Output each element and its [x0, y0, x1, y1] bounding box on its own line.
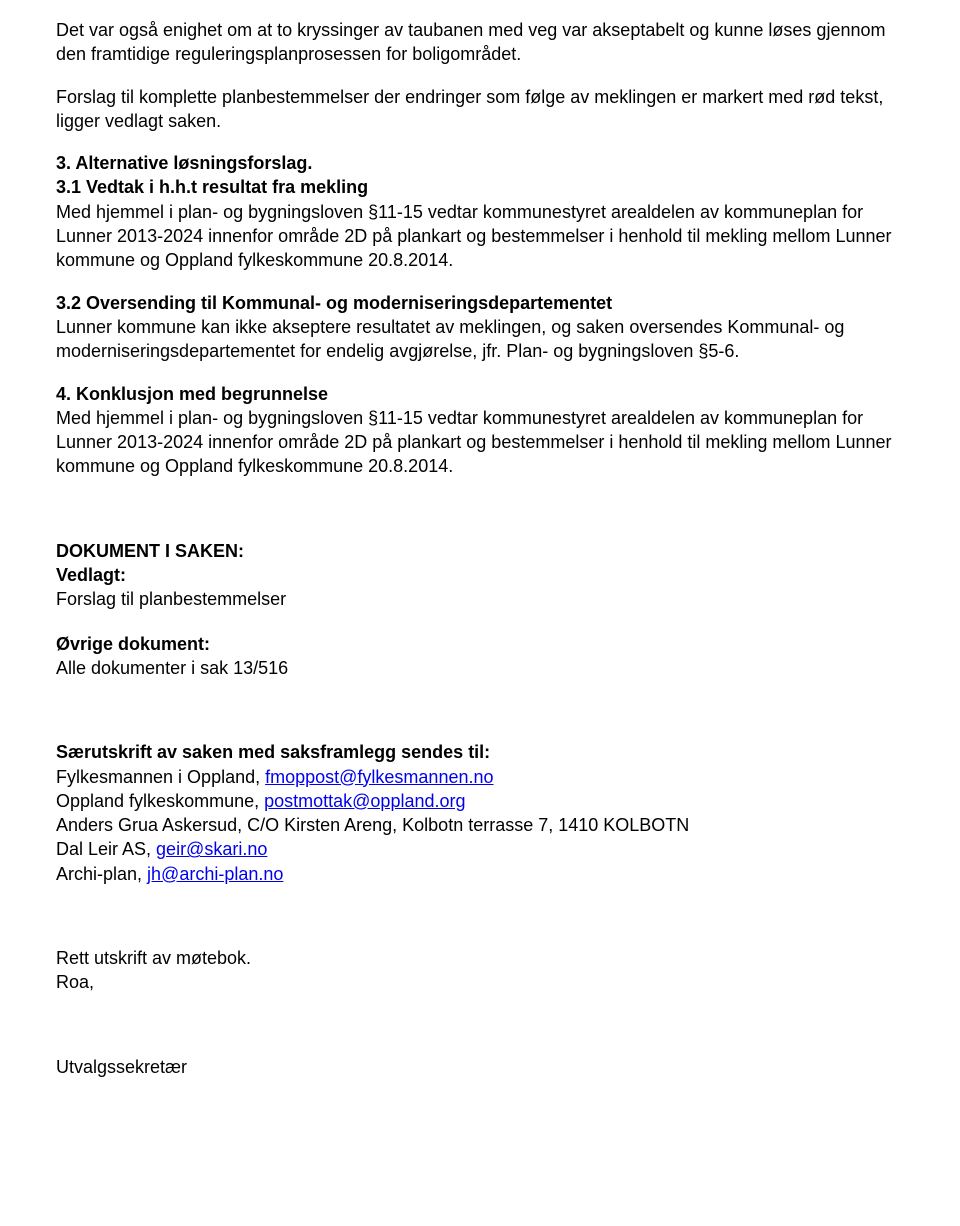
heading-4: 4. Konklusjon med begrunnelse [56, 384, 328, 404]
recipient-1: Fylkesmannen i Oppland, fmoppost@fylkesm… [56, 765, 904, 789]
document-page: Det var også enighet om at to kryssinger… [0, 0, 960, 1119]
recipient-4: Dal Leir AS, geir@skari.no [56, 837, 904, 861]
body-3-2: Lunner kommune kan ikke akseptere result… [56, 317, 844, 361]
heading-3-2: 3.2 Oversending til Kommunal- og moderni… [56, 293, 612, 313]
vedlagt-body: Forslag til planbestemmelser [56, 587, 904, 611]
vedlagt-label: Vedlagt: [56, 563, 904, 587]
recipient-2-email-link[interactable]: postmottak@oppland.org [264, 791, 465, 811]
closing-section: Rett utskrift av møtebok. Roa, [56, 946, 904, 995]
recipient-5: Archi-plan, jh@archi-plan.no [56, 862, 904, 886]
recipient-4-email-link[interactable]: geir@skari.no [156, 839, 267, 859]
paragraph-intro-1: Det var også enighet om at to kryssinger… [56, 18, 904, 67]
signature-role: Utvalgssekretær [56, 1055, 904, 1079]
recipient-1-prefix: Fylkesmannen i Oppland, [56, 767, 265, 787]
heading-3-1: 3.1 Vedtak i h.h.t resultat fra mekling [56, 177, 368, 197]
saerutskrift-section: Særutskrift av saken med saksframlegg se… [56, 740, 904, 886]
recipient-3: Anders Grua Askersud, C/O Kirsten Areng,… [56, 813, 904, 837]
body-4: Med hjemmel i plan- og bygningsloven §11… [56, 408, 892, 477]
recipient-5-prefix: Archi-plan, [56, 864, 147, 884]
dokument-section: DOKUMENT I SAKEN: Vedlagt: Forslag til p… [56, 539, 904, 680]
ovrige-body: Alle dokumenter i sak 13/516 [56, 656, 904, 680]
rett-utskrift: Rett utskrift av møtebok. [56, 946, 904, 970]
body-3-1: Med hjemmel i plan- og bygningsloven §11… [56, 202, 892, 271]
roa-line: Roa, [56, 970, 904, 994]
recipient-2-prefix: Oppland fylkeskommune, [56, 791, 264, 811]
recipient-4-prefix: Dal Leir AS, [56, 839, 156, 859]
paragraph-intro-2: Forslag til komplette planbestemmelser d… [56, 85, 904, 134]
saerutskrift-heading: Særutskrift av saken med saksframlegg se… [56, 740, 904, 764]
recipient-1-email-link[interactable]: fmoppost@fylkesmannen.no [265, 767, 493, 787]
recipient-5-email-link[interactable]: jh@archi-plan.no [147, 864, 283, 884]
recipient-2: Oppland fylkeskommune, postmottak@opplan… [56, 789, 904, 813]
dokument-heading: DOKUMENT I SAKEN: [56, 539, 904, 563]
heading-3: 3. Alternative løsningsforslag. [56, 153, 312, 173]
ovrige-label: Øvrige dokument: [56, 632, 904, 656]
